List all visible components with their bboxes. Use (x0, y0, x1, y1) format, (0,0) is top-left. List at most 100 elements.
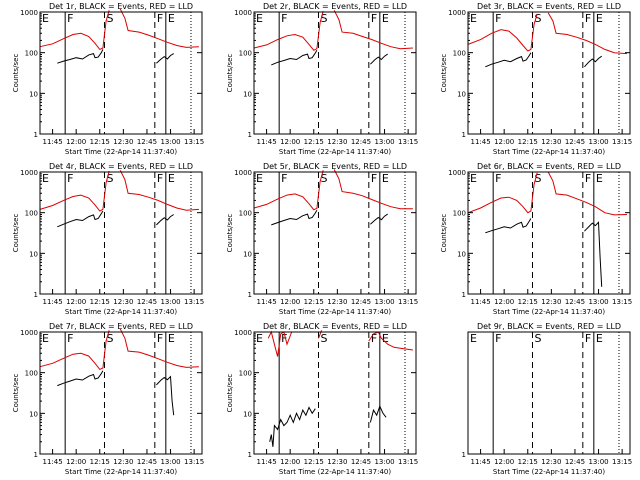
x-tick-label: 11:45 (256, 298, 276, 306)
x-tick-label: 12:45 (565, 458, 585, 466)
x-tick-label: 12:45 (137, 138, 157, 146)
marker-label: S (320, 12, 327, 25)
x-axis-label: Start Time (22-Apr-14 11:37:40) (65, 148, 177, 156)
x-tick-label: 13:15 (184, 458, 204, 466)
marker-label: E (382, 332, 389, 345)
x-tick-label: 12:15 (90, 138, 110, 146)
marker-label: F (495, 12, 501, 25)
x-tick-label: 12:45 (565, 138, 585, 146)
y-axis-label: Counts/sec (12, 54, 20, 93)
x-tick-label: 12:15 (304, 298, 324, 306)
x-tick-label: 13:15 (398, 298, 418, 306)
series-events-line (271, 49, 388, 66)
y-tick-label: 100 (453, 210, 466, 218)
x-tick-label: 11:45 (42, 298, 62, 306)
plot-frame (253, 11, 417, 135)
y-axis-label: Counts/sec (440, 54, 448, 93)
x-tick-label: 13:15 (184, 138, 204, 146)
y-tick-label: 1 (34, 451, 38, 459)
y-tick-label: 10 (457, 90, 466, 98)
marker-label: E (596, 172, 603, 185)
x-tick-label: 13:00 (374, 298, 394, 306)
x-tick-label: 12:00 (66, 458, 86, 466)
marker-label: F (371, 332, 377, 345)
x-tick-label: 12:30 (113, 298, 133, 306)
y-tick-label: 100 (239, 50, 252, 58)
x-tick-label: 12:45 (565, 298, 585, 306)
marker-label: S (320, 332, 327, 345)
series-lld-line (267, 330, 413, 357)
x-tick-label: 12:15 (518, 298, 538, 306)
x-tick-label: 12:30 (541, 298, 561, 306)
x-tick-label: 13:00 (588, 298, 608, 306)
x-tick-label: 13:00 (588, 138, 608, 146)
y-tick-label: 1000 (448, 169, 466, 177)
plot-frame (253, 331, 417, 455)
y-tick-label: 1 (34, 131, 38, 139)
y-tick-label: 1000 (234, 9, 252, 17)
series-events-line (485, 218, 603, 287)
y-tick-label: 10 (243, 90, 252, 98)
x-tick-label: 12:45 (137, 298, 157, 306)
plot-frame (253, 171, 417, 295)
x-tick-label: 12:15 (304, 458, 324, 466)
x-tick-label: 12:45 (351, 138, 371, 146)
y-axis-label: Counts/sec (226, 374, 234, 413)
marker-label: F (495, 332, 501, 345)
x-axis-label: Start Time (22-Apr-14 11:37:40) (493, 468, 605, 476)
marker-label: F (281, 332, 287, 345)
marker-label: E (470, 12, 477, 25)
x-tick-label: 11:45 (256, 458, 276, 466)
y-tick-label: 1000 (20, 329, 38, 337)
y-tick-label: 10 (29, 250, 38, 258)
marker-label: E (596, 332, 603, 345)
y-tick-label: 10 (243, 410, 252, 418)
marker-label: E (42, 172, 49, 185)
marker-label: E (168, 12, 175, 25)
marker-label: E (596, 12, 603, 25)
x-tick-label: 12:30 (541, 458, 561, 466)
plot-frame (467, 11, 631, 135)
x-tick-label: 12:15 (518, 458, 538, 466)
series-events-line (485, 52, 602, 68)
y-tick-label: 1000 (234, 169, 252, 177)
panel-title: Det 2r, BLACK = Events, RED = LLD (263, 2, 407, 11)
y-tick-label: 10 (29, 410, 38, 418)
y-axis-label: Counts/sec (226, 54, 234, 93)
x-tick-label: 13:15 (612, 298, 632, 306)
x-tick-label: 13:00 (160, 138, 180, 146)
x-axis-label: Start Time (22-Apr-14 11:37:40) (65, 308, 177, 316)
x-axis-label: Start Time (22-Apr-14 11:37:40) (493, 148, 605, 156)
x-axis-label: Start Time (22-Apr-14 11:37:40) (65, 468, 177, 476)
y-tick-label: 1 (462, 131, 466, 139)
x-tick-label: 11:45 (470, 138, 490, 146)
marker-label: E (42, 332, 49, 345)
x-tick-label: 11:45 (42, 458, 62, 466)
x-tick-label: 13:00 (160, 298, 180, 306)
marker-label: E (256, 12, 263, 25)
x-axis-label: Start Time (22-Apr-14 11:37:40) (279, 308, 391, 316)
plot-frame (39, 171, 203, 295)
x-tick-label: 12:45 (351, 458, 371, 466)
y-tick-label: 1000 (234, 329, 252, 337)
x-axis-label: Start Time (22-Apr-14 11:37:40) (493, 308, 605, 316)
x-tick-label: 12:00 (494, 458, 514, 466)
marker-label: F (585, 172, 591, 185)
x-tick-label: 13:00 (374, 138, 394, 146)
x-tick-label: 12:30 (327, 298, 347, 306)
series-events-line (57, 49, 174, 64)
series-lld-line (467, 171, 627, 216)
x-tick-label: 13:15 (184, 298, 204, 306)
marker-label: F (585, 332, 591, 345)
series-lld-line (467, 12, 627, 55)
y-tick-label: 1 (248, 451, 252, 459)
x-tick-label: 12:15 (518, 138, 538, 146)
y-tick-label: 100 (239, 370, 252, 378)
panel-title: Det 4r, BLACK = Events, RED = LLD (49, 162, 193, 171)
x-tick-label: 12:15 (90, 298, 110, 306)
panel-title: Det 5r, BLACK = Events, RED = LLD (263, 162, 407, 171)
marker-label: E (382, 172, 389, 185)
x-tick-label: 11:45 (470, 298, 490, 306)
